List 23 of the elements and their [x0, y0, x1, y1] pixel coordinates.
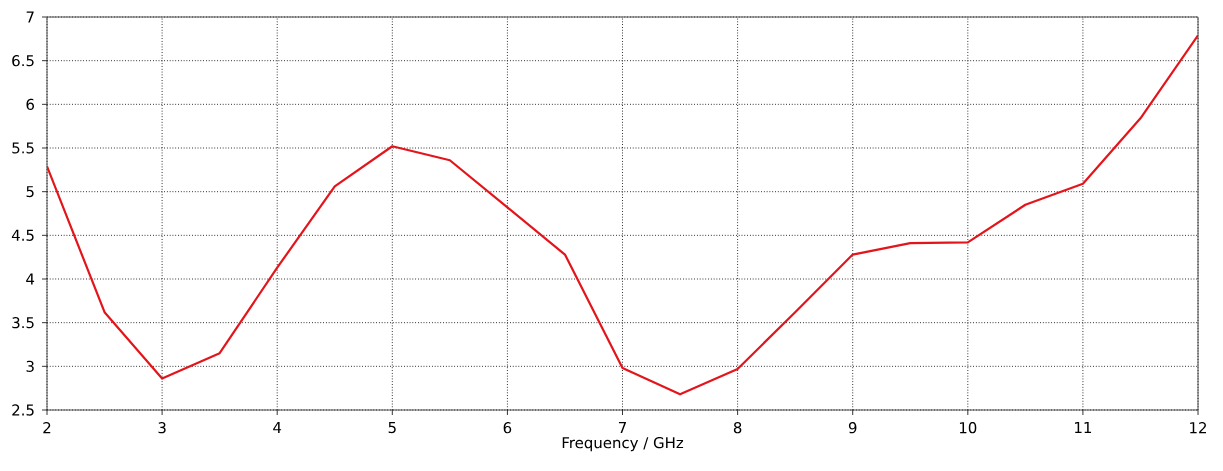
y-tick-label: 5.5 — [12, 142, 34, 154]
y-tick-label: 4 — [26, 273, 35, 285]
x-tick-label: 7 — [618, 422, 626, 433]
y-tick-label: 3.5 — [12, 317, 34, 329]
x-axis-title: Frequency / GHz — [562, 437, 684, 452]
y-tick-label: 3 — [26, 360, 34, 372]
x-tick-label: 10 — [959, 422, 977, 434]
y-tick-label: 2.5 — [12, 404, 34, 416]
x-tick-label: 3 — [158, 422, 166, 434]
y-tick-label: 6.5 — [12, 55, 34, 67]
x-tick-label: 12 — [1190, 422, 1207, 434]
x-tick-label: 4 — [273, 422, 282, 433]
line-series — [47, 34, 1199, 396]
y-tick-label: 7 — [26, 11, 34, 23]
y-tick-label: 6 — [26, 98, 35, 110]
y-tick-label: 4.5 — [11, 229, 34, 241]
x-tick-label: 5 — [388, 422, 396, 434]
x-tick-label: 9 — [848, 422, 857, 434]
x-tick-label: 8 — [733, 422, 742, 434]
x-tick-label: 6 — [503, 422, 512, 434]
y-tick-label: 5 — [26, 186, 34, 198]
x-tick-label: 11 — [1075, 422, 1092, 433]
x-tick-label: 2 — [43, 422, 51, 434]
